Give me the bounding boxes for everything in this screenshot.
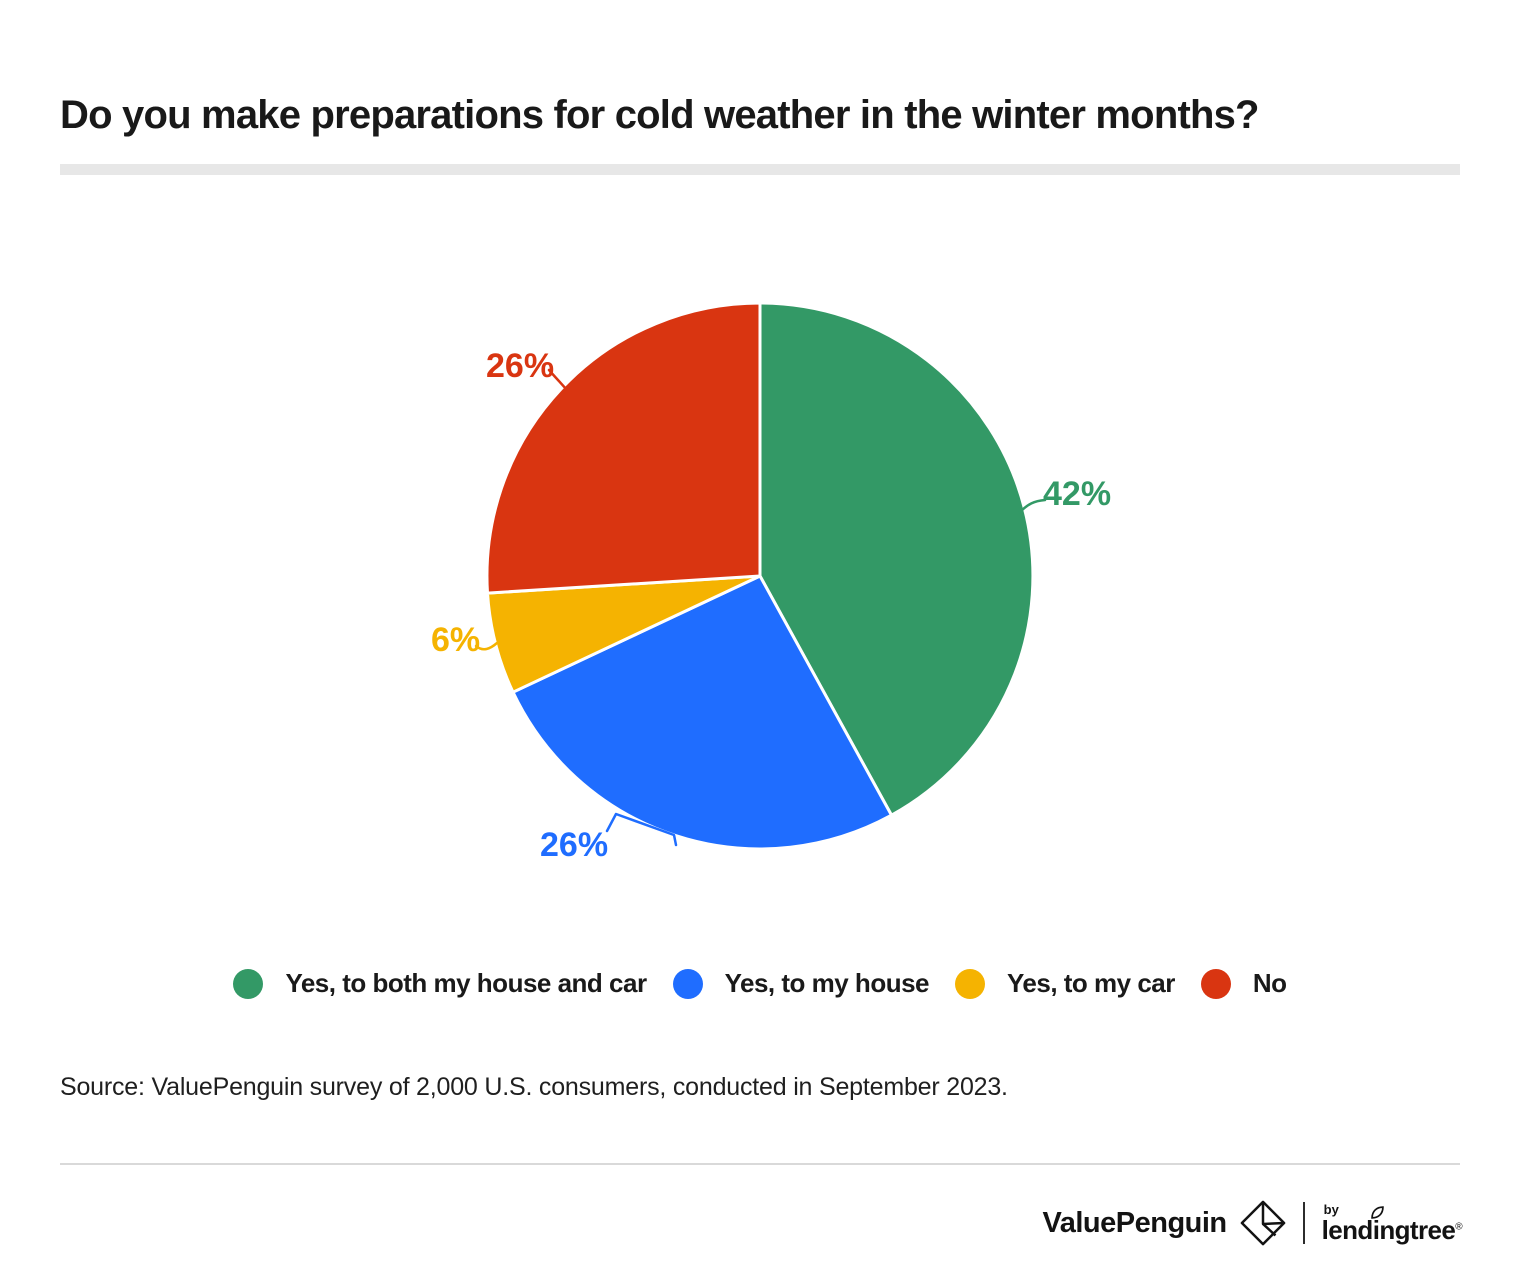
legend-label: Yes, to my house	[724, 968, 930, 998]
slice-value-label: 26%	[486, 347, 554, 385]
slice-value-label: 6%	[431, 621, 480, 659]
legend-color-dot	[955, 968, 985, 999]
label-leader-line	[474, 641, 499, 651]
pie-slice-4	[485, 301, 762, 595]
pie-slice-2	[511, 574, 893, 851]
legend-item: Yes, to both my house and car	[233, 968, 647, 999]
registered-mark: ®	[1455, 1220, 1462, 1232]
label-leader-line	[605, 812, 678, 847]
legend-item: Yes, to my house	[672, 968, 930, 999]
lendingtree-wordmark: lend ingtree®	[1321, 1205, 1463, 1246]
footer-divider-line	[60, 1163, 1460, 1165]
legend-item: No	[1200, 968, 1287, 999]
slice-value-label: 26%	[540, 826, 608, 864]
title-divider-bar	[60, 164, 1460, 175]
brand-divider	[1302, 1202, 1305, 1244]
legend-color-dot	[233, 968, 264, 999]
leaf-icon	[1370, 1205, 1384, 1219]
legend-label: No	[1252, 968, 1287, 998]
wordmark-part: ngtree	[1379, 1214, 1456, 1245]
valuepenguin-diamond-icon	[1240, 1200, 1285, 1246]
legend-item: Yes, to my car	[955, 968, 1175, 999]
valuepenguin-wordmark: ValuePenguin	[1042, 1206, 1227, 1239]
legend-label: Yes, to both my house and car	[285, 968, 647, 998]
legend-color-dot	[672, 968, 703, 999]
legend-label: Yes, to my car	[1007, 968, 1175, 998]
wordmark-part: lend	[1321, 1214, 1374, 1245]
wordmark-part: i	[1372, 1214, 1380, 1245]
legend-color-dot	[1200, 968, 1231, 999]
wordmark-i: i	[1370, 1205, 1384, 1246]
brand-footer: ValuePenguin by lend ingtree®	[1042, 1196, 1463, 1250]
source-text: Source: ValuePenguin survey of 2,000 U.S…	[60, 1073, 1008, 1101]
label-leader-line	[1018, 498, 1047, 514]
slice-value-label: 42%	[1043, 475, 1111, 513]
lendingtree-logo: by lend ingtree®	[1321, 1201, 1463, 1246]
label-leader-line	[547, 368, 568, 391]
lendingtree-by-label: by	[1323, 1201, 1339, 1217]
page-title: Do you make preparations for cold weathe…	[60, 93, 1259, 137]
chart-legend: Yes, to both my house and car Yes, to my …	[0, 968, 1520, 999]
